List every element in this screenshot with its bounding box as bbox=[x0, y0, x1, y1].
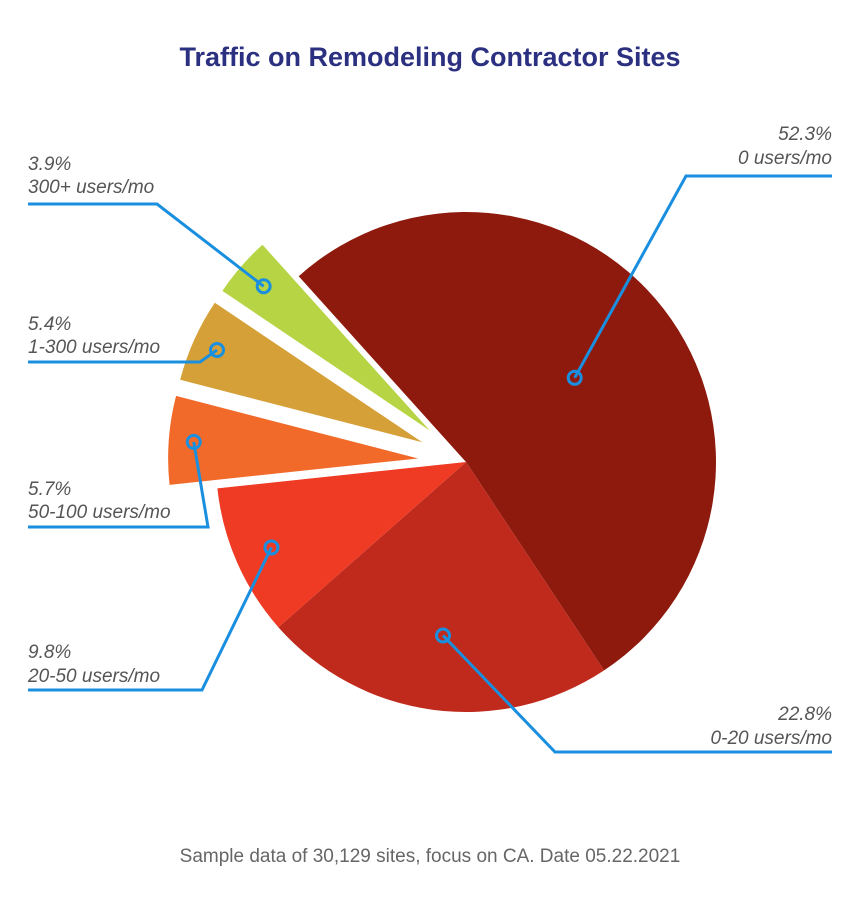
slice-marker bbox=[255, 278, 272, 295]
slice-category-label: 300+ users/mo bbox=[28, 177, 154, 198]
slice-percent-label: 22.8% bbox=[777, 704, 832, 725]
leader-line bbox=[28, 441, 210, 529]
pie-slice bbox=[168, 395, 419, 485]
slice-percent-label: 9.8% bbox=[28, 642, 71, 663]
leader-lines bbox=[28, 174, 832, 754]
slice-percent-label: 3.9% bbox=[28, 154, 71, 175]
pie-slices bbox=[168, 212, 716, 712]
chart-title: Traffic on Remodeling Contractor Sites bbox=[179, 42, 681, 72]
leader-line bbox=[28, 202, 265, 288]
slice-percent-label: 5.7% bbox=[28, 479, 71, 500]
slice-category-label: 0-20 users/mo bbox=[711, 728, 832, 749]
slice-labels: 52.3% 0 users/mo 22.8% 0-20 users/mo 9.8% 20-… bbox=[27, 124, 832, 749]
pie-slice bbox=[180, 302, 423, 443]
pie-slice bbox=[278, 462, 605, 712]
slice-category-label: 50-100 users/mo bbox=[28, 502, 171, 523]
slice-category-label: 1-300 users/mo bbox=[28, 337, 160, 358]
slice-marker bbox=[185, 433, 202, 450]
chart-footnote: Sample data of 30,129 sites, focus on CA… bbox=[179, 846, 681, 867]
pie-slice bbox=[298, 212, 716, 671]
slice-percent-label: 5.4% bbox=[28, 314, 71, 335]
slice-marker bbox=[435, 627, 452, 644]
slice-marker bbox=[263, 539, 280, 556]
pie-slice bbox=[222, 244, 430, 431]
slice-marker bbox=[209, 342, 226, 359]
pie-slice bbox=[217, 462, 466, 628]
slice-category-label: 20-50 users/mo bbox=[27, 666, 160, 687]
leader-line bbox=[441, 634, 832, 754]
slice-percent-label: 52.3% bbox=[778, 124, 832, 145]
slice-marker bbox=[566, 369, 583, 386]
leader-line bbox=[573, 174, 832, 379]
leader-line bbox=[28, 546, 273, 692]
slice-category-label: 0 users/mo bbox=[738, 148, 832, 169]
